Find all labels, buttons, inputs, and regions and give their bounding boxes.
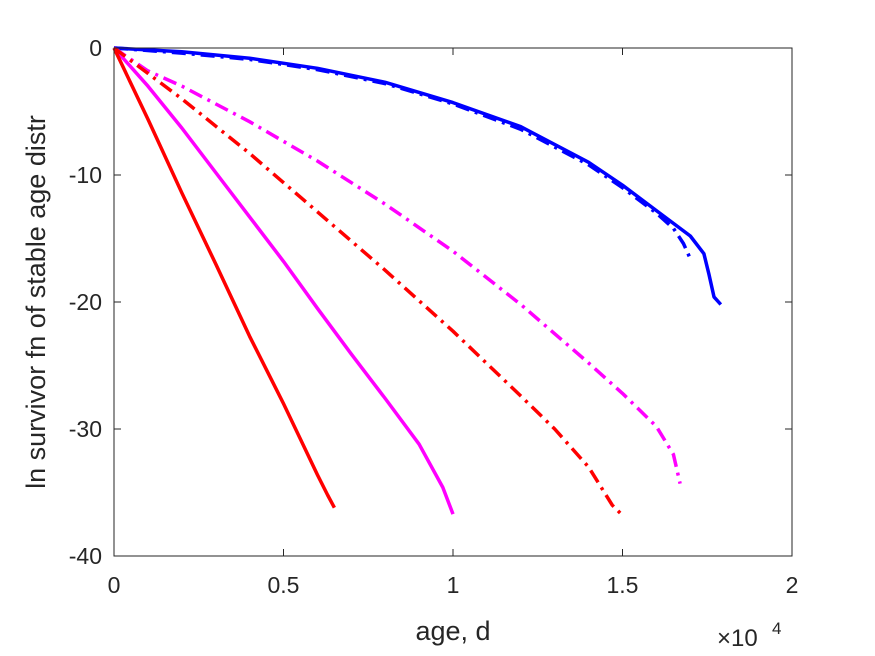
y-tick-label-1: -10 (69, 162, 102, 188)
y-tick-label-3: -30 (69, 416, 102, 442)
x-exponent-base: ×10 (717, 625, 758, 652)
x-exponent-label: ×10 4 (717, 619, 781, 652)
series-line-4 (113, 46, 682, 484)
series-line-5 (112, 47, 336, 509)
y-tick-label-2: -20 (69, 289, 102, 315)
series-line-3 (112, 46, 455, 515)
x-axis-label: age, d (415, 616, 490, 646)
y-axis-label: ln survivor fn of stable age distr (21, 115, 51, 489)
series-line-6 (112, 46, 624, 517)
x-tick-label-4: 2 (786, 572, 799, 598)
series-layer (112, 46, 723, 517)
y-tick-label-0: 0 (89, 35, 102, 61)
tick-layer: 0 0.5 1 1.5 2 0 -10 -20 -30 -40 (69, 35, 799, 598)
x-tick-label-2: 1 (447, 572, 460, 598)
x-tick-label-1: 0.5 (268, 572, 300, 598)
series-line-2 (113, 46, 692, 260)
x-tick-label-3: 1.5 (607, 572, 639, 598)
x-exponent-power: 4 (772, 619, 781, 638)
x-tick-label-0: 0 (108, 572, 121, 598)
y-tick-label-4: -40 (69, 543, 102, 569)
